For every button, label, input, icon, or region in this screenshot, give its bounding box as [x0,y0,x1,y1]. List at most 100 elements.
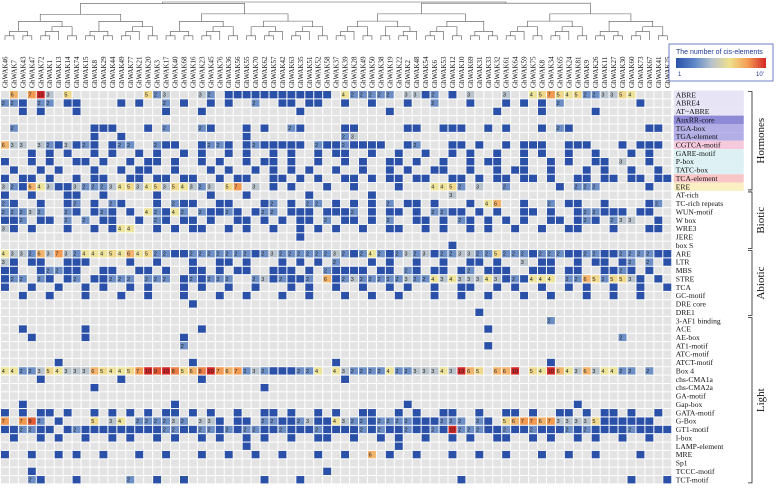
heatmap-cell [323,291,332,300]
heatmap-cell [171,333,179,342]
gene-label: GhWAK19 [386,56,394,88]
heatmap-cell [206,459,215,467]
heatmap-cell [206,199,215,208]
heatmap-cell [359,233,367,241]
heatmap-cell [99,99,108,107]
heatmap-cell [135,316,144,325]
heatmap-cell [153,266,162,275]
heatmap-cell [376,116,385,124]
heatmap-cell [618,409,627,417]
heatmap-cell [305,308,314,316]
heatmap-cell [99,132,108,141]
heatmap-cell [162,166,171,174]
cell-value: 2 [404,419,407,425]
cell-value: 3 [261,277,264,283]
heatmap-cell [439,325,448,333]
heatmap-cell [251,350,260,358]
heatmap-cell [162,425,171,434]
heatmap-cell [466,166,475,174]
heatmap-cell [323,367,332,375]
heatmap-cell [394,91,403,99]
heatmap-cell [188,325,197,333]
heatmap-cell [466,442,475,450]
cell-value: 2 [73,201,76,207]
heatmap-cell [618,241,627,250]
heatmap-cell [332,199,341,208]
heatmap-cell [439,233,448,241]
heatmap-cell [412,275,421,283]
heatmap-cell [162,342,171,350]
cell-value: 2 [38,101,41,107]
cell-value: 2 [163,277,166,283]
heatmap-cell [36,132,45,141]
heatmap-cell [645,241,654,250]
heatmap-cell [663,107,672,116]
heatmap-cell [36,459,45,467]
row-label: GATA-motif [676,408,715,417]
gene-label: GhWAK24 [565,56,573,88]
cell-value: 3 [610,93,613,99]
heatmap-cell [412,91,421,99]
heatmap-cell [144,149,153,157]
heatmap-cell [215,199,224,208]
heatmap-cell [153,216,162,224]
heatmap-cell [654,283,663,291]
heatmap-cell [376,149,385,157]
heatmap-cell [153,434,162,442]
heatmap-cell [645,99,654,107]
heatmap-cell [296,250,305,258]
heatmap-cell [171,300,179,308]
heatmap-cell [430,450,439,459]
heatmap-cell [108,107,117,116]
heatmap-cell [376,459,385,467]
heatmap-cell [627,291,636,300]
heatmap-cell [350,224,358,233]
heatmap-cell [278,325,287,333]
heatmap-cell [403,342,412,350]
heatmap-cell [555,91,564,99]
cell-value: 5 [100,369,103,375]
dendrogram-branch [505,35,516,40]
heatmap-cell [466,275,475,283]
heatmap-cell [305,275,314,283]
heatmap-cell [117,116,126,124]
heatmap-cell [1,266,9,275]
cell-value: 3 [73,185,76,191]
heatmap-cell [126,132,135,141]
heatmap-cell [126,459,135,467]
heatmap-cell [618,325,627,333]
dendrogram-branch [317,35,328,40]
heatmap-cell [645,258,654,266]
heatmap-cell [529,409,537,417]
heatmap-cell [376,316,385,325]
heatmap-cell [385,358,394,367]
heatmap-cell [36,300,45,308]
heatmap-cell [215,132,224,141]
cell-value: 4 [628,93,631,99]
heatmap-cell [314,333,323,342]
heatmap-cell [654,157,663,166]
heatmap-cell [385,291,394,300]
heatmap-cell [215,241,224,250]
heatmap-cell [412,199,421,208]
heatmap-cell [90,216,99,224]
heatmap-cell [430,275,439,283]
heatmap-cell [296,358,305,367]
cell-value: 10 [449,427,455,433]
heatmap-cell [582,266,591,275]
heatmap-cell [555,233,564,241]
heatmap-cell [663,459,672,467]
heatmap-cell [153,392,162,400]
cell-value: 5 [619,277,622,283]
heatmap-cell [538,350,546,358]
heatmap-cell [117,425,126,434]
heatmap-cell [367,350,376,358]
heatmap-cell [627,476,636,484]
heatmap-cell [367,199,376,208]
heatmap-cell [81,183,90,191]
heatmap-cell [36,157,45,166]
heatmap-cell [654,400,663,409]
heatmap-cell [448,174,457,183]
heatmap-cell [591,208,600,216]
heatmap-cell [403,316,412,325]
